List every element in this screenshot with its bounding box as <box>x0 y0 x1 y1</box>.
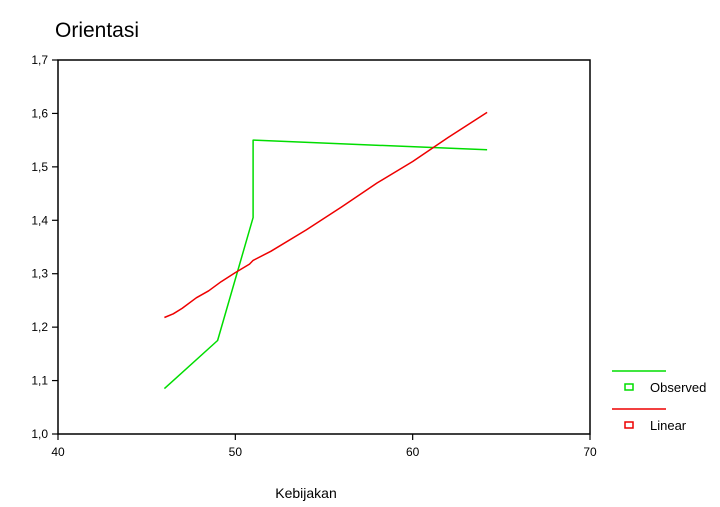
y-tick-label: 1,7 <box>31 53 48 67</box>
y-tick-label: 1,6 <box>31 106 48 120</box>
x-tick-label: 40 <box>51 445 65 459</box>
legend-label-observed: Observed <box>650 380 706 395</box>
legend-marker-observed <box>624 383 634 391</box>
y-tick-label: 1,5 <box>31 160 48 174</box>
legend: Observed Linear <box>612 370 706 433</box>
x-axis-label: Kebijakan <box>275 485 337 501</box>
y-tick-label: 1,4 <box>31 213 48 227</box>
ticks-layer: 40 50 60 70 1,0 1,1 1,2 1,3 1,4 1,5 1,6 1,7 <box>31 53 597 459</box>
chart-title: Orientasi <box>55 19 139 42</box>
series-layer <box>163 111 488 390</box>
plot-frame <box>57 59 591 435</box>
y-tick-label: 1,3 <box>31 267 48 281</box>
legend-label-linear: Linear <box>650 418 687 433</box>
x-tick-label: 60 <box>406 445 420 459</box>
x-tick-label: 70 <box>583 445 597 459</box>
plot-border <box>57 59 591 435</box>
y-tick-label: 1,0 <box>31 427 48 441</box>
y-tick-label: 1,2 <box>31 320 48 334</box>
series-line-observed <box>163 139 488 390</box>
legend-marker-linear <box>624 421 634 429</box>
y-tick-label: 1,1 <box>31 374 48 388</box>
x-tick-label: 50 <box>229 445 243 459</box>
series-line-linear <box>164 111 488 319</box>
